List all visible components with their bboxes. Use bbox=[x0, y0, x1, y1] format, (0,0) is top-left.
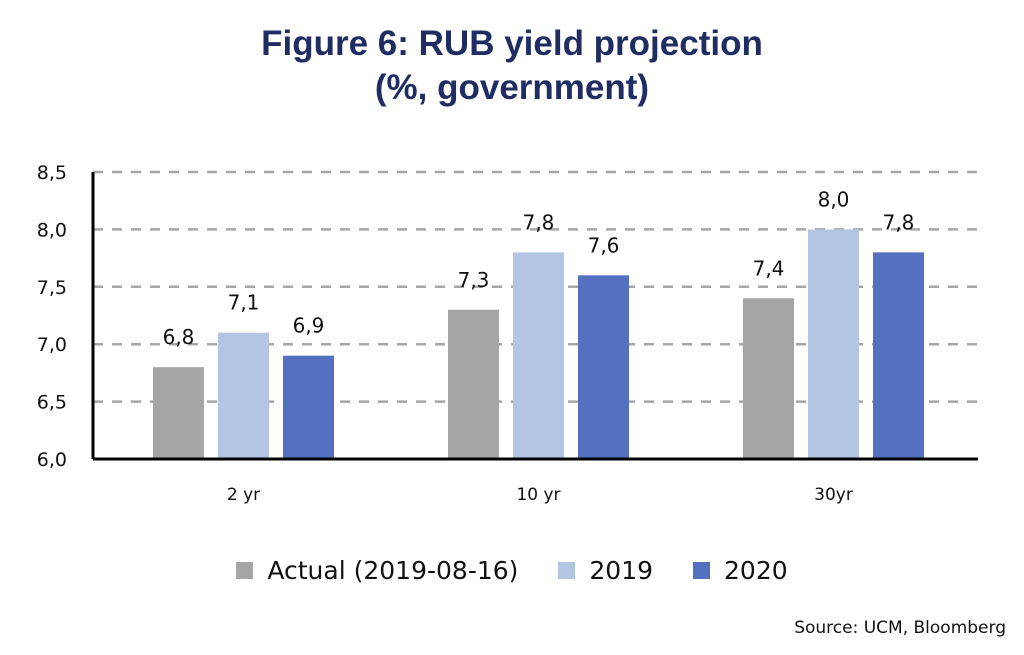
data-labels: 6,8 7,1 6,9 7,3 7,8 7,6 7,4 8,0 7,8 bbox=[163, 187, 915, 349]
data-label: 7,8 bbox=[883, 210, 915, 234]
data-label: 7,1 bbox=[228, 291, 260, 315]
bar bbox=[873, 252, 924, 459]
legend-swatch bbox=[558, 562, 576, 579]
bar bbox=[448, 309, 499, 459]
x-category-label: 10 yr bbox=[516, 485, 560, 505]
legend-item: 2020 bbox=[693, 556, 788, 585]
bar bbox=[283, 355, 334, 459]
legend-item: Actual (2019-08-16) bbox=[236, 556, 518, 585]
y-tick-label: 8,0 bbox=[37, 219, 67, 241]
data-label: 7,8 bbox=[523, 210, 555, 234]
y-tick-label: 6,5 bbox=[37, 392, 67, 414]
legend-label: 2020 bbox=[724, 556, 788, 585]
y-tick-label: 7,5 bbox=[37, 277, 67, 299]
bars bbox=[153, 229, 924, 459]
bar bbox=[808, 229, 859, 459]
chart-title: Figure 6: RUB yield projection (%, gover… bbox=[0, 22, 1024, 110]
legend-swatch bbox=[236, 562, 254, 579]
bar bbox=[513, 252, 564, 459]
legend-label: 2019 bbox=[589, 556, 654, 585]
x-category-label: 30yr bbox=[814, 485, 853, 505]
bar bbox=[743, 298, 794, 459]
y-tick-label: 6,0 bbox=[37, 449, 67, 471]
x-category-label: 2 yr bbox=[227, 485, 260, 505]
legend-swatch bbox=[693, 562, 711, 579]
y-tick-labels: 6,0 6,5 7,0 7,5 8,0 8,5 bbox=[37, 162, 67, 471]
data-label: 7,6 bbox=[588, 233, 620, 257]
legend-label: Actual (2019-08-16) bbox=[267, 556, 519, 585]
data-label: 6,8 bbox=[163, 325, 195, 349]
legend-item: 2019 bbox=[558, 556, 653, 585]
x-category-labels: 2 yr 10 yr 30yr bbox=[227, 485, 853, 505]
data-label: 7,3 bbox=[458, 268, 490, 292]
bar bbox=[218, 332, 269, 459]
chart-subtitle: (%, government) bbox=[374, 68, 650, 107]
source-note: Source: UCM, Bloomberg bbox=[794, 618, 1006, 638]
data-label: 6,9 bbox=[293, 314, 325, 338]
data-label: 7,4 bbox=[753, 256, 785, 280]
bar bbox=[578, 275, 629, 459]
axes bbox=[91, 172, 978, 461]
data-label: 8,0 bbox=[818, 187, 850, 211]
chart-title-line1: Figure 6: RUB yield projection bbox=[261, 24, 763, 63]
bar bbox=[153, 367, 204, 459]
y-tick-label: 8,5 bbox=[37, 162, 67, 184]
legend: Actual (2019-08-16) 2019 2020 bbox=[0, 556, 1024, 585]
y-tick-label: 7,0 bbox=[37, 334, 67, 356]
